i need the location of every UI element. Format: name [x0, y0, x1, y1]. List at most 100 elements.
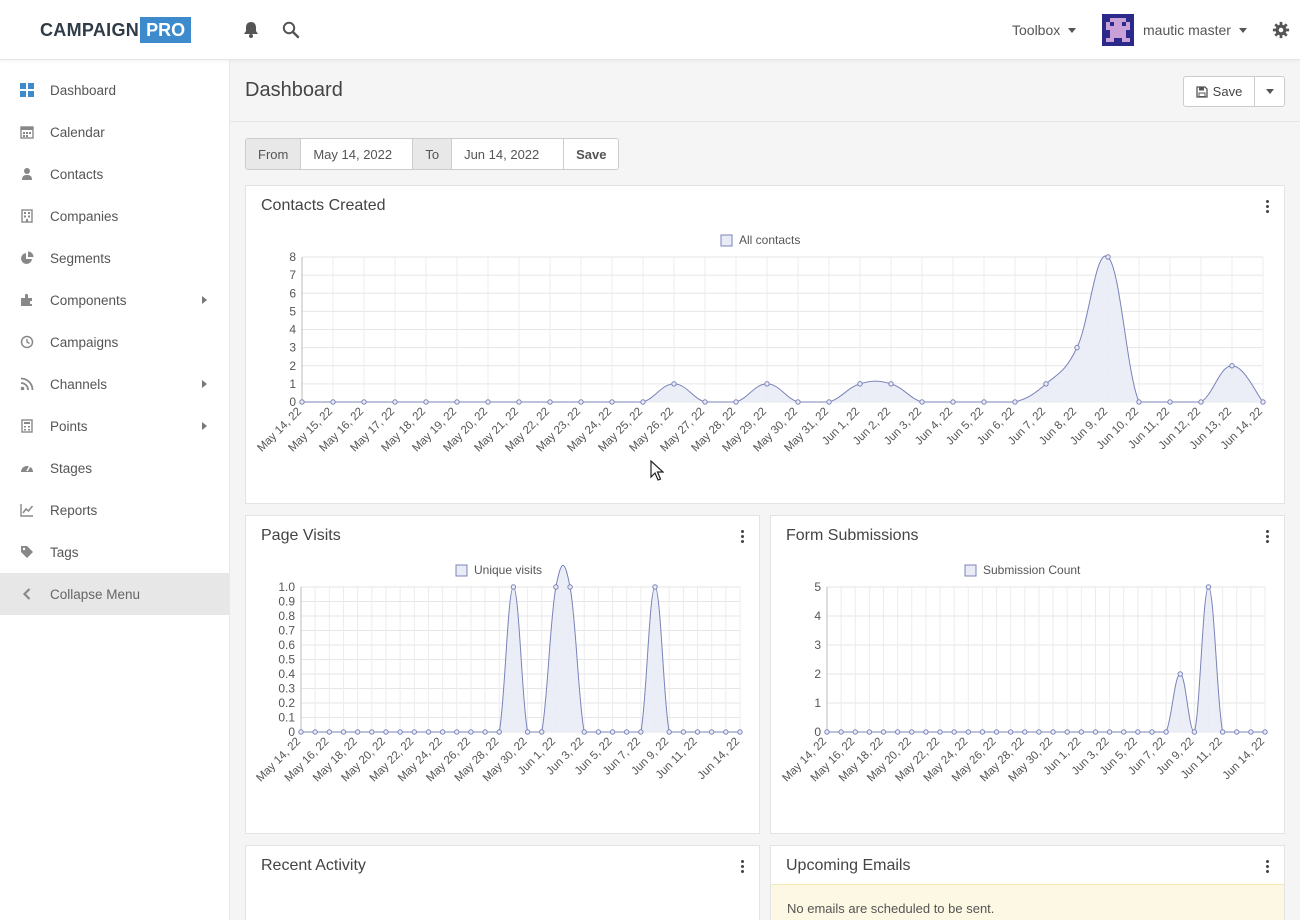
mouse-cursor-icon	[650, 460, 664, 481]
contacts-created-widget: Contacts Created All contacts 0 1 2 3 4 5 6 7 8 Ma…	[245, 185, 1285, 504]
data-point	[1106, 729, 1113, 735]
save-button[interactable]: Save	[1183, 76, 1255, 107]
line-chart-icon	[20, 503, 34, 517]
data-point	[423, 399, 429, 405]
chart-legend[interactable]: Submission Count	[964, 563, 1081, 577]
data-point	[468, 729, 474, 735]
data-point	[1136, 399, 1142, 405]
user-menu[interactable]: mautic master	[1143, 22, 1247, 38]
data-point	[1043, 381, 1049, 387]
sidebar-item-stages[interactable]: Stages	[0, 447, 229, 489]
sidebar-item-tags[interactable]: Tags	[0, 531, 229, 573]
data-point	[392, 399, 398, 405]
data-point	[1012, 399, 1018, 405]
data-point	[1163, 729, 1169, 735]
legend-label: All contacts	[739, 233, 800, 247]
chevron-right-icon	[202, 296, 207, 304]
data-point	[1167, 399, 1173, 405]
search-icon[interactable]	[281, 20, 301, 40]
avatar[interactable]	[1102, 14, 1134, 46]
data-point	[439, 729, 446, 735]
data-point	[581, 729, 587, 735]
data-point	[547, 399, 553, 405]
y-tick-label: 5	[814, 580, 821, 594]
chart-legend[interactable]: All contacts	[720, 233, 800, 247]
y-tick-label: 2	[814, 667, 821, 681]
x-tick-label: Jun 14, 22	[696, 736, 742, 782]
y-tick-label: 1	[814, 696, 821, 710]
data-point	[894, 729, 901, 735]
data-point	[965, 729, 971, 735]
widget-title: Upcoming Emails	[786, 857, 911, 874]
logo-badge: PRO	[140, 17, 192, 43]
sidebar-item-label: Dashboard	[50, 82, 117, 98]
y-tick-label: 0.8	[278, 609, 295, 623]
more-options-icon[interactable]	[741, 860, 745, 874]
sidebar-item-label: Calendar	[50, 124, 105, 140]
save-options-dropdown[interactable]	[1255, 76, 1285, 107]
top-navbar: CAMPAIGN PRO Toolbox mautic master	[0, 0, 1300, 60]
sidebar-item-label: Points	[50, 418, 88, 434]
y-tick-label: 4	[814, 609, 821, 623]
sidebar-item-channels[interactable]: Channels	[0, 363, 229, 405]
data-point	[888, 381, 894, 387]
y-tick-label: 0.5	[278, 653, 295, 667]
data-point	[595, 729, 602, 735]
data-point	[795, 399, 801, 405]
data-point	[981, 399, 987, 405]
toolbox-label: Toolbox	[1012, 22, 1061, 38]
data-point	[666, 729, 672, 735]
data-point	[609, 399, 615, 405]
data-point	[539, 729, 545, 735]
pie-icon	[20, 251, 34, 265]
logo-text: CAMPAIGN	[40, 19, 140, 40]
sidebar-item-label: Companies	[50, 208, 119, 224]
data-point	[1105, 254, 1111, 260]
sidebar-item-components[interactable]: Components	[0, 279, 229, 321]
sidebar-item-campaigns[interactable]: Campaigns	[0, 321, 229, 363]
data-point	[482, 729, 488, 735]
chart-legend[interactable]: Unique visits	[455, 563, 542, 577]
bell-icon[interactable]	[241, 20, 261, 40]
to-date-input[interactable]: Jun 14, 2022	[451, 139, 565, 169]
gear-icon[interactable]	[1272, 21, 1290, 39]
data-point	[354, 729, 361, 735]
calculator-icon	[20, 419, 34, 433]
y-tick-label: 3	[289, 341, 296, 355]
sidebar-item-dashboard[interactable]: Dashboard	[0, 69, 229, 111]
collapse-menu-button[interactable]: Collapse Menu	[0, 573, 229, 615]
data-point	[1177, 671, 1183, 677]
more-options-icon[interactable]	[1266, 200, 1270, 214]
to-label: To	[413, 139, 452, 169]
data-point	[824, 729, 830, 735]
sidebar-item-reports[interactable]: Reports	[0, 489, 229, 531]
data-point	[1036, 729, 1042, 735]
sidebar-item-points[interactable]: Points	[0, 405, 229, 447]
from-date-input[interactable]: May 14, 2022	[300, 139, 414, 169]
brand-logo[interactable]: CAMPAIGN PRO	[40, 17, 192, 43]
sidebar-item-calendar[interactable]: Calendar	[0, 111, 229, 153]
data-point	[1050, 729, 1056, 735]
page-title: Dashboard	[245, 79, 343, 101]
sidebar-item-contacts[interactable]: Contacts	[0, 153, 229, 195]
data-point	[312, 729, 318, 735]
data-point	[1078, 729, 1085, 735]
more-options-icon[interactable]	[1266, 530, 1270, 544]
dashboard-icon	[20, 83, 34, 97]
date-filter-save-button[interactable]: Save	[576, 146, 607, 162]
y-tick-label: 0.6	[278, 638, 295, 652]
more-options-icon[interactable]	[1266, 860, 1270, 874]
widget-title: Page Visits	[261, 527, 341, 544]
main-content: Dashboard Save From May 14, 2022 To Jun …	[230, 60, 1300, 920]
chevron-right-icon	[202, 422, 207, 430]
sidebar-item-segments[interactable]: Segments	[0, 237, 229, 279]
data-point	[951, 729, 957, 735]
y-tick-label: 0	[814, 725, 821, 739]
data-point	[397, 729, 403, 735]
more-options-icon[interactable]	[741, 530, 745, 544]
toolbox-menu[interactable]: Toolbox	[1012, 22, 1077, 38]
chevron-down-icon	[1068, 27, 1077, 33]
sidebar-item-companies[interactable]: Companies	[0, 195, 229, 237]
widget-title: Contacts Created	[261, 197, 386, 214]
